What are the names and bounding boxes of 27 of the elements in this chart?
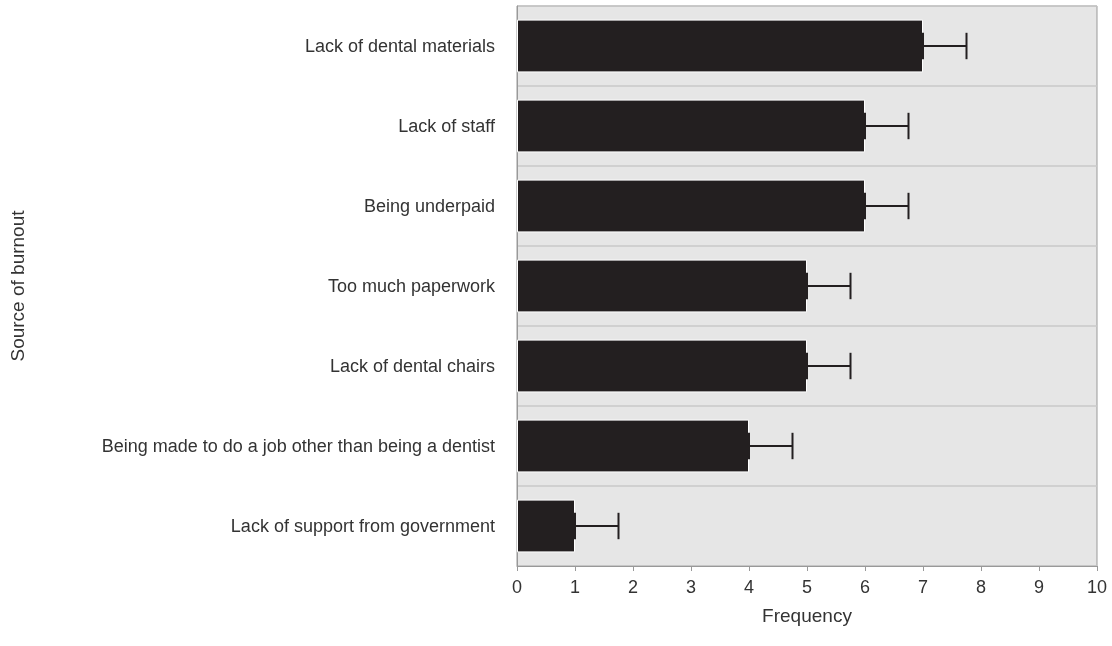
x-tick-label: 6 [859,577,871,597]
x-axis-title: Frequency [762,605,853,626]
x-tick-label: 0 [511,577,523,597]
x-tick-label: 1 [569,577,581,597]
bar [517,19,923,73]
x-tick-label: 4 [743,577,755,597]
y-tick-label: Lack of dental chairs [329,356,495,376]
bar [517,339,807,393]
x-tick-label: 9 [1033,577,1045,597]
x-tick-label: 8 [975,577,987,597]
bar [517,179,865,233]
bar [517,99,865,153]
y-tick-label: Lack of staff [398,116,496,136]
y-axis-title: Source of burnout [7,209,28,362]
y-tick-label: Too much paperwork [327,276,496,296]
y-tick-label: Being underpaid [363,196,495,216]
y-tick-label: Lack of support from government [230,516,495,536]
bar [517,499,575,553]
x-tick-label: 7 [917,577,929,597]
x-tick-label: 2 [627,577,639,597]
x-tick-label: 5 [801,577,813,597]
y-tick-label: Lack of dental materials [304,36,495,56]
bar [517,259,807,313]
y-tick-label: Being made to do a job other than being a dentist [101,436,495,456]
x-tick-label: 10 [1086,577,1108,597]
bar [517,419,749,473]
x-tick-label: 3 [685,577,697,597]
